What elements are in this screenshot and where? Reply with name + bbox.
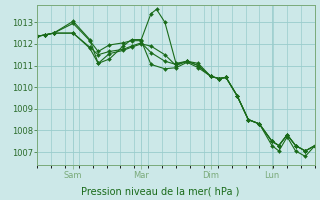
Text: Pression niveau de la mer( hPa ): Pression niveau de la mer( hPa ) [81, 186, 239, 196]
